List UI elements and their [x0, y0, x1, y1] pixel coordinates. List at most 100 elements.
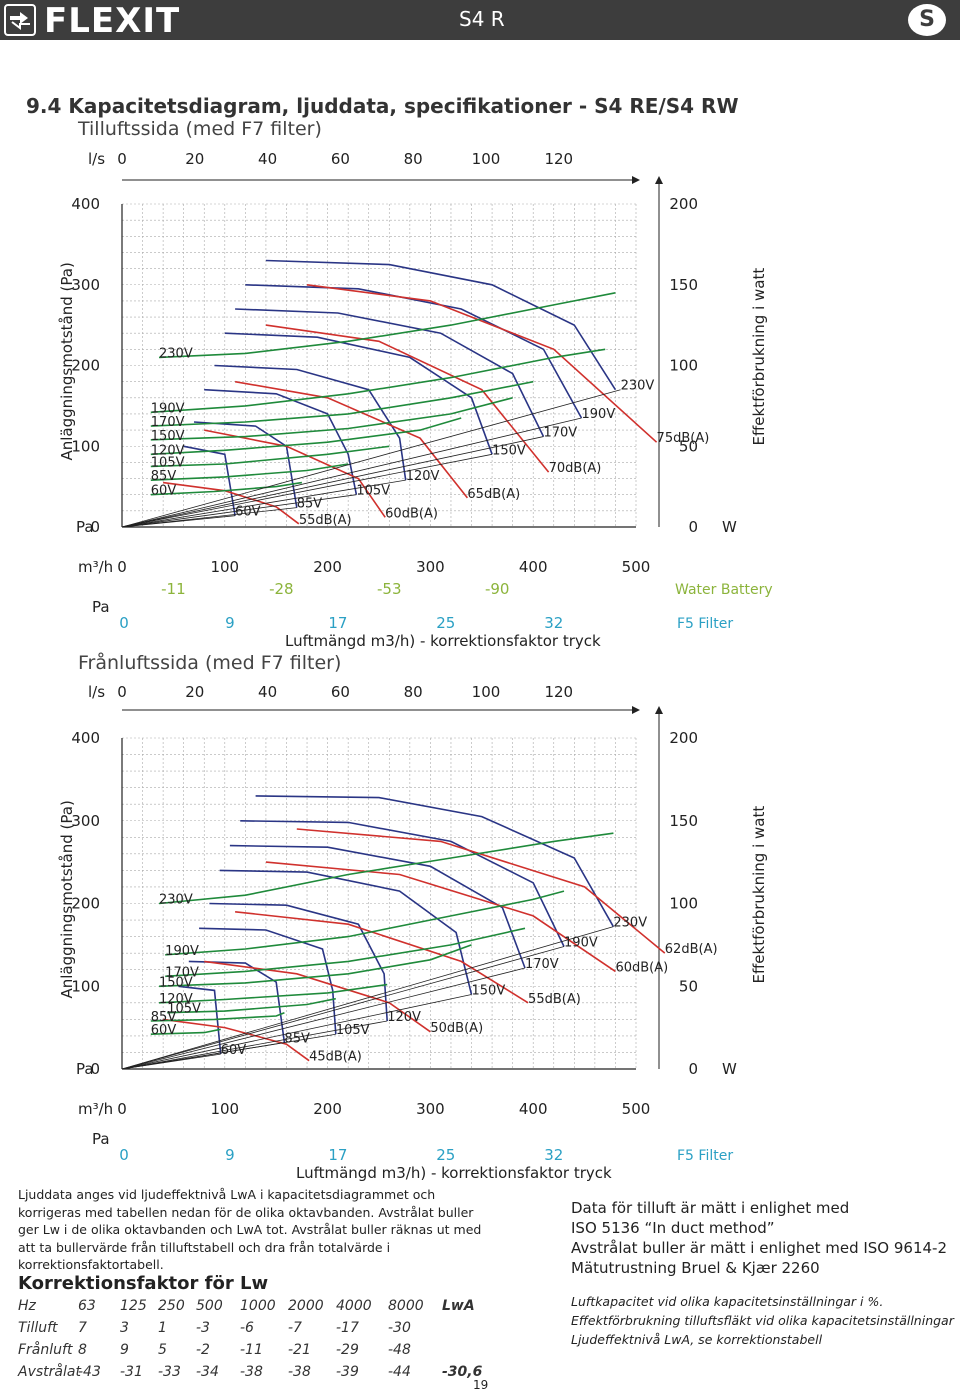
fan-curve [214, 364, 407, 481]
y-axis-title: Anläggningsmotstånd (Pa) [58, 262, 76, 460]
voltage-label: 190V [582, 407, 616, 422]
y2-tick-label: 150 [669, 812, 698, 830]
spec-line: Data för tilluft är mätt i enlighet med [571, 1199, 850, 1217]
x-tick-label: 0 [117, 1100, 127, 1118]
sound-label: 45dB(A) [309, 1050, 362, 1065]
filter-unit-label: Pa [92, 1130, 110, 1148]
sound-label: 62dB(A) [665, 942, 718, 957]
filter-value: 9 [225, 1146, 235, 1164]
table-cell: 9 [120, 1342, 129, 1358]
fan-curve [199, 927, 337, 1035]
x-tick-label: 400 [519, 1100, 548, 1118]
voltage-label: 85V [297, 497, 323, 512]
voltage-curve [150, 1011, 285, 1022]
sound-curve [296, 828, 666, 954]
voltage-curve [150, 1028, 221, 1035]
y-tick-label: 0 [90, 518, 100, 536]
y-tick-label: 200 [71, 357, 100, 375]
flexit-logo-icon [4, 4, 36, 36]
x-tick-label: 100 [210, 558, 239, 576]
operating-line [121, 507, 297, 528]
y2-tick-label: 100 [669, 895, 698, 913]
voltage-label: 60V [151, 484, 177, 499]
x2-tick-label: 20 [185, 150, 204, 168]
y2-tick-label: 100 [669, 357, 698, 375]
sound-label: 60dB(A) [615, 960, 668, 975]
voltage-label: 230V [613, 916, 647, 931]
table-cell: -21 [288, 1342, 311, 1358]
voltage-curve [150, 445, 390, 468]
y-tick-label: 400 [71, 195, 100, 213]
water-battery-value: -90 [485, 580, 510, 598]
table-cell: -30,6 [442, 1364, 483, 1380]
sound-curve [306, 284, 658, 443]
logo-text: FLEXIT [44, 1, 181, 41]
sound-curve [162, 481, 300, 525]
voltage-curve [158, 983, 388, 1004]
voltage-label: 170V [525, 957, 559, 972]
voltage-label: 105V [151, 455, 185, 470]
filter-label: F5 Filter [677, 1148, 733, 1164]
x2-tick-label: 0 [117, 683, 127, 701]
x-tick-label: 0 [117, 558, 127, 576]
y2-tick-label: 50 [679, 437, 698, 455]
table-cell: -44 [388, 1364, 411, 1380]
table-cell: 8 [78, 1342, 87, 1358]
voltage-label: 60V [235, 505, 261, 520]
chart1-title: Tilluftssida (med F7 filter) [78, 118, 322, 140]
fan-curve [229, 844, 526, 969]
fan-curve [219, 869, 473, 995]
table-cell: 7 [78, 1320, 87, 1336]
x2-tick-label: 120 [544, 150, 573, 168]
x2-tick-label: 40 [258, 150, 277, 168]
voltage-curve [165, 890, 565, 956]
sound-curve [204, 429, 386, 518]
y2-tick-label: 200 [669, 729, 698, 747]
y2-unit-label: W [722, 1060, 737, 1078]
fan-curve [265, 259, 617, 391]
x2-tick-label: 80 [404, 150, 423, 168]
voltage-label: 105V [167, 1002, 201, 1017]
table-cell: -2 [196, 1342, 210, 1358]
x2-unit-label: l/s [88, 683, 105, 701]
operating-line [121, 494, 357, 528]
x2-unit-label: l/s [88, 150, 105, 168]
fan-curve [183, 445, 236, 516]
voltage-label: 85V [151, 1010, 177, 1025]
fan-curve [178, 985, 222, 1055]
fan-curve [204, 388, 358, 495]
x-tick-label: 200 [313, 558, 342, 576]
operating-line [121, 436, 544, 528]
operating-line [121, 1020, 388, 1070]
filter-value: 17 [328, 614, 347, 632]
specs-block: Data för tilluft är mätt i enlighet med … [571, 1198, 947, 1278]
table-cell: -3 [196, 1320, 210, 1336]
sound-label: 60dB(A) [385, 506, 438, 521]
y-tick-label: 0 [90, 1060, 100, 1078]
document-title: S4 R [459, 7, 505, 31]
x2-tick-label: 40 [258, 683, 277, 701]
operating-line [121, 994, 472, 1070]
sound-label: 55dB(A) [528, 992, 581, 1007]
table-cell: -48 [388, 1342, 411, 1358]
voltage-label: 85V [151, 469, 177, 484]
note-line: Ljudeffektnivå LwA, se korrektionstabell [571, 1332, 823, 1347]
supply-air-chart: 230V190V170V150V120V105V85V60V60V85V105V… [58, 150, 773, 650]
table-cell: Avstrålat [18, 1364, 81, 1380]
spec-line: Mätutrustning Bruel & Kjær 2260 [571, 1259, 820, 1277]
sound-curve [204, 960, 431, 1033]
table-header-cell: LwA [442, 1298, 475, 1314]
voltage-label: 150V [159, 975, 193, 990]
x2-tick-label: 20 [185, 683, 204, 701]
voltage-curve [150, 417, 462, 456]
fan-curve [224, 332, 493, 455]
table-header-cell: Hz [18, 1298, 36, 1314]
sound-curve [265, 324, 550, 473]
y2-axis-title: Effektförbrukning i watt [750, 806, 768, 984]
y-tick-label: 200 [71, 895, 100, 913]
operating-line [121, 417, 582, 528]
voltage-curve [150, 380, 534, 427]
filter-value: 17 [328, 1146, 347, 1164]
table-cell: 5 [158, 1342, 167, 1358]
table-header-cell: 1000 [240, 1298, 276, 1314]
